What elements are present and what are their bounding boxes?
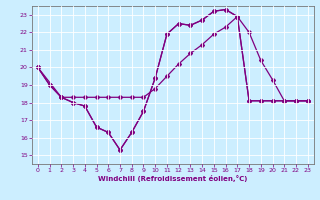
X-axis label: Windchill (Refroidissement éolien,°C): Windchill (Refroidissement éolien,°C) (98, 175, 247, 182)
